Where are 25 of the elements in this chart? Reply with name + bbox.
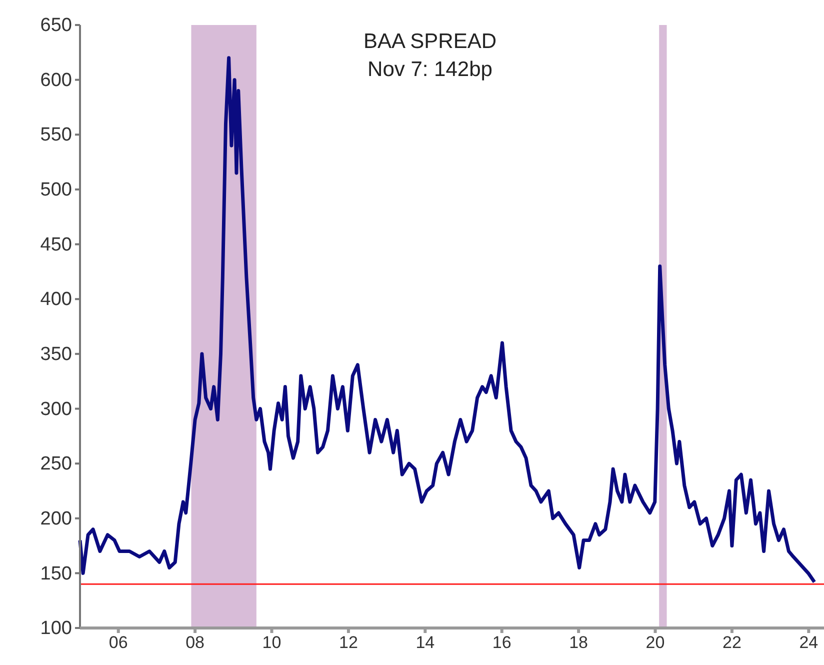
y-tick-label: 150	[40, 563, 72, 584]
x-tick-label: 22	[722, 633, 742, 652]
x-tick-label: 06	[108, 633, 128, 652]
y-tick-label: 500	[40, 180, 72, 201]
x-tick-label: 10	[262, 633, 282, 652]
y-tick-label: 600	[40, 70, 72, 91]
y-tick-label: 400	[40, 289, 72, 310]
x-tick-label: 14	[416, 633, 435, 652]
x-tick-label: 12	[338, 633, 358, 652]
y-tick-label: 300	[40, 398, 72, 420]
y-tick-label: 250	[40, 454, 72, 475]
x-tick-label: 16	[492, 633, 512, 652]
chart-title: BAA SPREAD	[363, 30, 497, 53]
text: Nov 7: 142bp	[368, 58, 492, 81]
y-tick-label: 650	[40, 15, 72, 36]
x-tick-label: 08	[186, 633, 205, 652]
y-tick-label: 350	[40, 344, 72, 365]
y-tick-label: 200	[40, 508, 72, 530]
y-tick-label: 450	[40, 234, 72, 256]
x-tick-label: 24	[799, 633, 818, 652]
y-tick-label: 100	[40, 618, 72, 640]
line-series	[78, 56, 816, 584]
x-tick-label: 20	[646, 633, 665, 652]
y-tick-label: 550	[40, 124, 72, 146]
x-tick-label: 18	[569, 633, 588, 652]
